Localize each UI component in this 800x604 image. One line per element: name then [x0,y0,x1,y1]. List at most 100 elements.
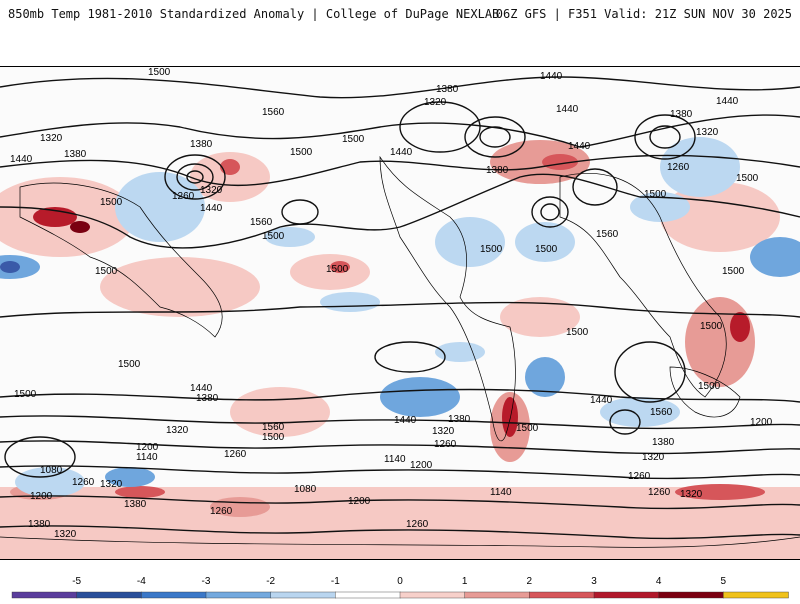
colorbar-swatch [399,591,466,599]
contour-label: 1500 [100,197,123,208]
contour-label: 1260 [434,439,457,450]
contour-label: 1380 [196,393,219,404]
contour-label: 1440 [716,96,739,107]
colorbar-tick-label: 2 [527,576,533,587]
anomaly-shading [0,67,800,559]
contour-label: 1440 [568,141,591,152]
contour-label: 1320 [166,425,189,436]
contour-label: 1260 [224,449,247,460]
contour-label: 1380 [28,519,51,530]
contour-label: 1440 [200,203,223,214]
contour-label: 1320 [54,529,77,540]
contour-label: 1380 [124,499,147,510]
contour-label: 1500 [566,327,589,338]
contour-label: 1200 [410,460,433,471]
contour-label: 1440 [10,154,33,165]
contour-label: 1380 [486,165,509,176]
colorbar-swatch [141,591,207,599]
contour-label: 1560 [250,217,273,228]
contour-label: 1260 [210,506,233,517]
colorbar-tick-label: 0 [397,576,403,587]
contour-label: 1500 [644,189,667,200]
contour-label: 1200 [136,442,159,453]
contour-label: 1560 [650,407,673,418]
colorbar-svg: -5 -4 -3 -2 -1 0 1 2 3 4 5 [11,576,789,599]
colorbar-swatch [76,591,143,599]
contour-label: 1500 [698,381,721,392]
anomaly-colorbar: -5 -4 -3 -2 -1 0 1 2 3 4 5 [0,568,800,600]
colorbar-tick-label: -4 [137,576,146,587]
colorbar-tick-label: 4 [656,576,662,587]
contour-label: 1320 [432,426,455,437]
contour-label: 1320 [696,127,719,138]
contour-label: 1500 [342,134,365,145]
contour-label: 1140 [136,452,158,463]
contour-label: 1440 [540,71,563,82]
colorbar-tick-label: -2 [266,576,275,587]
colorbar-swatch [270,591,337,599]
contour-label: 1380 [670,109,693,120]
contour-label: 1560 [596,229,619,240]
anomaly-map: 1500 1440 1380 1320 1560 1320 1440 1380 … [0,67,800,559]
colorbar-tick-label: 5 [721,576,727,587]
contour-label: 1260 [648,487,671,498]
contour-label: 1500 [480,244,503,255]
contour-label: 1260 [72,477,95,488]
contour-label: 1380 [190,139,213,150]
contour-label: 1260 [406,519,429,530]
contour-label: 1560 [262,422,285,433]
contour-label: 1440 [556,104,579,115]
contour-label: 1380 [64,149,87,160]
coastlines [0,155,800,548]
contour-label: 1320 [200,185,223,196]
colorbar-tick-label: 3 [591,576,597,587]
colorbar-tick-label: -3 [202,576,211,587]
colorbar-swatch [464,591,531,599]
contour-label: 1380 [652,437,675,448]
contour-label: 1140 [384,454,406,465]
contour-label: 1260 [172,191,195,202]
contour-label: 1500 [262,231,285,242]
contour-label: 1500 [290,147,313,158]
contour-label: 1500 [722,266,745,277]
colorbar-swatch [658,591,725,599]
contour-label: 1500 [95,266,118,277]
contour-label: 1440 [390,147,413,158]
contour-label: 1260 [628,471,651,482]
contour-label: 1440 [190,383,213,394]
contour-label: 1500 [148,67,171,78]
height-contours [0,76,800,540]
contour-label: 1560 [262,107,285,118]
contour-label: 1500 [516,423,539,434]
colorbar-swatch [529,591,595,599]
contour-label: 1500 [118,359,141,370]
contour-label: 1500 [326,264,349,275]
contour-label: 1320 [40,133,63,144]
contour-label: 1200 [348,496,371,507]
contour-label: 1500 [700,321,723,332]
colorbar-swatch [723,591,789,599]
contour-label: 1320 [424,97,447,108]
colorbar-tick-label: -5 [72,576,81,587]
contour-label: 1500 [736,173,759,184]
contour-label: 1320 [100,479,123,490]
map-panel: 1500 1440 1380 1320 1560 1320 1440 1380 … [0,66,800,560]
contour-label: 1500 [262,432,285,443]
map-title-left: 850mb Temp 1981-2010 Standardized Anomal… [8,7,500,21]
contour-label: 1440 [394,415,417,426]
contour-label: 1200 [750,417,773,428]
colorbar-swatch [335,591,401,599]
colorbar-tick-label: 1 [462,576,468,587]
contour-label: 1260 [667,162,690,173]
contour-label: 1500 [535,244,558,255]
colorbar-swatch [205,591,272,599]
map-title-right: 06Z GFS | F351 Valid: 21Z SUN NOV 30 202… [495,7,792,21]
contour-label: 1140 [490,487,512,498]
colorbar-swatch [593,591,660,599]
contour-label: 1380 [448,414,471,425]
contour-label: 1200 [30,491,53,502]
contour-label: 1080 [40,465,63,476]
colorbar-swatch [11,591,78,599]
contour-label: 1080 [294,484,317,495]
contour-label: 1440 [590,395,613,406]
